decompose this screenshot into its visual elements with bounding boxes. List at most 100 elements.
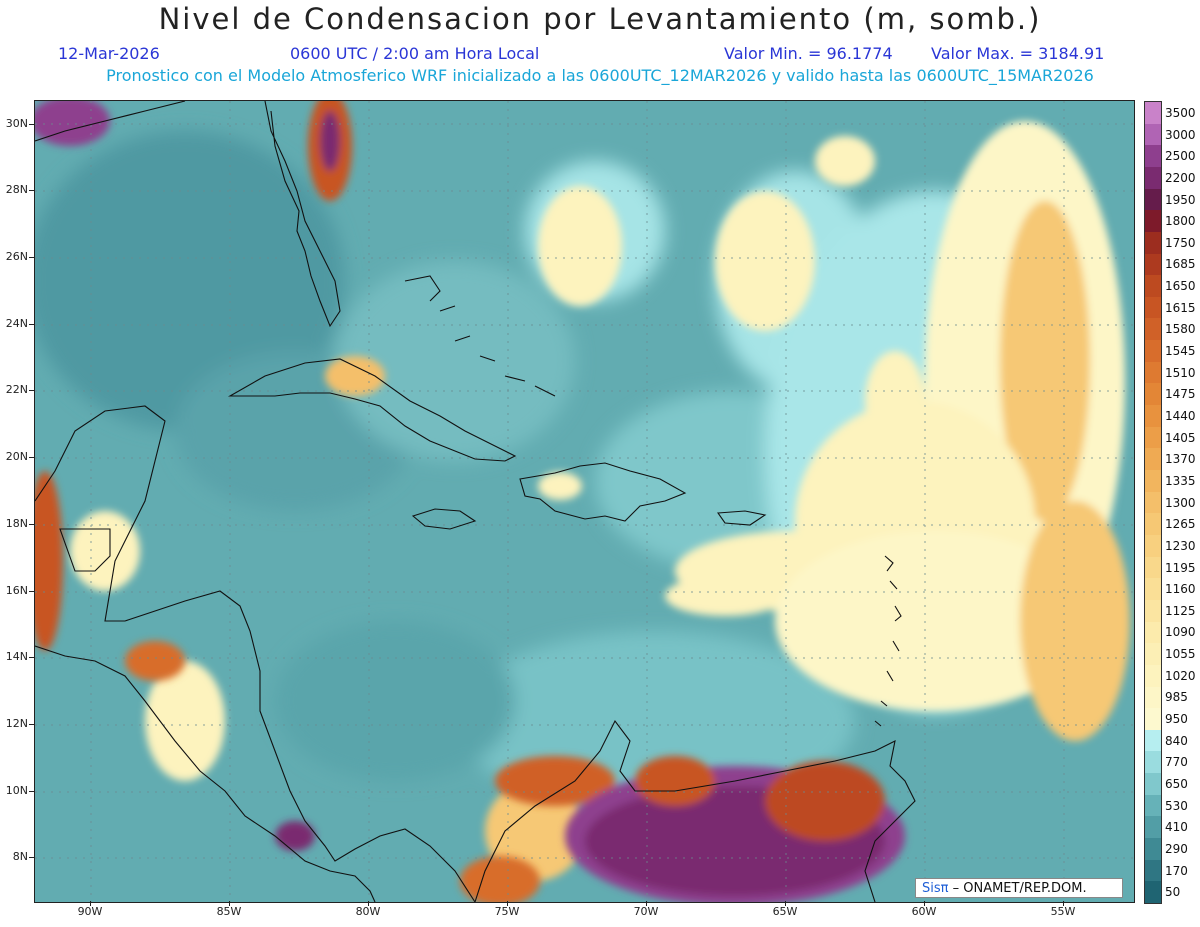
lon-label-80w: 80W <box>355 905 381 918</box>
color-scale-segment <box>1145 729 1161 752</box>
color-scale-label: 1510 <box>1165 365 1196 380</box>
color-scale-segment <box>1145 686 1161 709</box>
color-scale-segment <box>1145 794 1161 817</box>
color-scale-segment <box>1145 838 1161 861</box>
color-scale-segment <box>1145 361 1161 384</box>
color-scale-segment <box>1145 145 1161 168</box>
color-scale-segment <box>1145 123 1161 146</box>
color-scale-label: 170 <box>1165 863 1188 878</box>
color-scale-segment <box>1145 340 1161 363</box>
color-scale-segment <box>1145 231 1161 255</box>
color-scale-label: 1800 <box>1165 214 1196 229</box>
lat-label-10n: 10N <box>5 784 28 797</box>
lon-tick <box>229 901 230 906</box>
lon-tick <box>785 901 786 906</box>
lat-label-18n: 18N <box>5 517 28 530</box>
lat-lon-grid <box>35 101 1134 902</box>
color-scale-label: 1090 <box>1165 625 1196 640</box>
lat-tick <box>29 190 34 191</box>
color-scale-label: 2200 <box>1165 170 1196 185</box>
color-scale-label: 1580 <box>1165 322 1196 337</box>
color-scale-label: 770 <box>1165 755 1188 770</box>
min-value: Valor Min. = 96.1774 <box>724 44 893 63</box>
lat-tick <box>29 524 34 525</box>
lat-tick <box>29 791 34 792</box>
lat-tick <box>29 457 34 458</box>
color-scale-label: 1055 <box>1165 647 1196 662</box>
lat-label-16n: 16N <box>5 584 28 597</box>
lat-tick <box>29 257 34 258</box>
lat-tick <box>29 724 34 725</box>
lon-label-90w: 90W <box>77 905 103 918</box>
lat-label-26n: 26N <box>5 250 28 263</box>
lat-tick <box>29 857 34 858</box>
bahamas <box>404 275 556 397</box>
cuba <box>227 358 517 462</box>
lon-label-85w: 85W <box>216 905 242 918</box>
color-scale-segment <box>1145 296 1161 319</box>
lon-tick <box>646 901 647 906</box>
lat-tick <box>29 124 34 125</box>
hispaniola <box>519 462 687 522</box>
color-scale-segment <box>1145 470 1161 493</box>
puerto-rico <box>716 510 767 526</box>
color-scale-segment <box>1145 210 1161 233</box>
belize-border <box>59 528 111 572</box>
color-scale-segment <box>1145 383 1161 406</box>
color-scale-segment <box>1145 426 1161 449</box>
color-scale-label: 1950 <box>1165 192 1196 207</box>
lat-label-14n: 14N <box>5 650 28 663</box>
field-high-zones <box>35 101 905 902</box>
color-scale-label: 1160 <box>1165 582 1196 597</box>
color-scale-segment <box>1145 643 1161 666</box>
color-scale-label: 3000 <box>1165 127 1196 142</box>
color-scale-label: 3500 <box>1165 105 1196 120</box>
lat-label-28n: 28N <box>5 183 28 196</box>
color-scale-label: 840 <box>1165 733 1188 748</box>
color-scale-label: 410 <box>1165 820 1188 835</box>
color-scale-label: 1300 <box>1165 495 1196 510</box>
lon-tick <box>90 901 91 906</box>
color-scale-segment <box>1145 253 1161 276</box>
color-scale-segment <box>1145 405 1161 428</box>
max-value: Valor Max. = 3184.91 <box>931 44 1105 63</box>
color-scale-label: 1475 <box>1165 387 1196 402</box>
color-scale-segment <box>1145 318 1161 341</box>
color-scale-segment <box>1145 859 1161 882</box>
color-scale-label: 650 <box>1165 777 1188 791</box>
color-scale-label: 1195 <box>1165 560 1196 575</box>
lat-label-30n: 30N <box>5 117 28 130</box>
central-america-coast-north <box>35 405 476 902</box>
color-scale-segment <box>1145 816 1161 839</box>
lat-tick <box>29 390 34 391</box>
lat-tick <box>29 657 34 658</box>
jamaica <box>411 508 477 530</box>
color-scale-bar <box>1144 101 1162 904</box>
color-scale-segment <box>1145 556 1161 579</box>
color-scale-label: 1265 <box>1165 517 1196 532</box>
lon-label-70w: 70W <box>633 905 659 918</box>
lat-tick <box>29 591 34 592</box>
coastlines <box>35 101 916 902</box>
color-scale-label: 2500 <box>1165 149 1196 164</box>
lon-tick <box>1063 901 1064 906</box>
lat-label-24n: 24N <box>5 317 28 330</box>
forecast-time: 0600 UTC / 2:00 am Hora Local <box>290 44 540 63</box>
lon-label-60w: 60W <box>911 905 937 918</box>
color-scale-segment <box>1145 275 1161 298</box>
color-scale-segment <box>1145 448 1161 471</box>
color-scale-segment <box>1145 491 1161 514</box>
field-yellow-zones <box>70 121 1130 881</box>
color-scale-label: 950 <box>1165 712 1188 727</box>
color-scale-segment <box>1145 751 1161 774</box>
color-scale-segment <box>1145 708 1161 731</box>
color-scale-label: 985 <box>1165 690 1188 705</box>
lat-label-8n: 8N <box>12 850 28 863</box>
color-scale-label: 1685 <box>1165 257 1196 272</box>
lon-tick <box>507 901 508 906</box>
lon-tick <box>368 901 369 906</box>
color-scale-label: 1750 <box>1165 235 1196 250</box>
color-scale-label: 1545 <box>1165 344 1196 359</box>
florida-coast <box>264 101 341 328</box>
lat-label-22n: 22N <box>5 383 28 396</box>
